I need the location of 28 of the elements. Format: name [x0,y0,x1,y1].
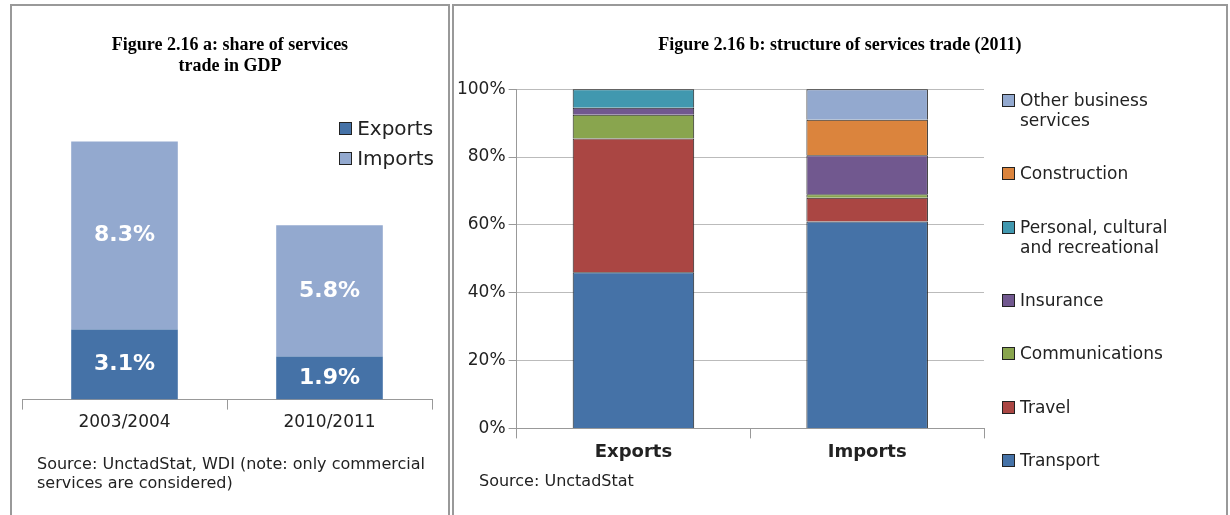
legend-label: Personal, cultural and recreational [1020,216,1169,257]
legend-label: Other business services [1020,90,1149,130]
chart-title: Figure 2.16 b: structure of services trade (2011) [657,34,1023,55]
x-tick-label: 2003/2004 [78,411,171,432]
legend-label: Communications [1020,343,1163,364]
legend-label: Exports [357,116,434,140]
data-label: 8.3% [93,221,156,247]
y-tick-label: 80% [467,145,506,166]
legend-label: Transport [1020,449,1100,470]
data-label: 1.9% [298,363,361,389]
data-label: 5.8% [298,276,361,302]
source-note: Source: UnctadStat [479,471,635,490]
legend-label: Insurance [1020,289,1104,310]
data-label: 3.1% [93,350,156,376]
y-tick-label: 100% [456,77,506,98]
y-tick-label: 20% [467,348,506,369]
legend-label: Travel [1020,396,1071,417]
bar [71,329,178,400]
bar [71,141,178,330]
chart-title: Figure 2.16 a: share of services trade in GDP [110,34,350,76]
bar [276,225,383,357]
y-tick-label: 40% [467,281,506,302]
x-tick-label: 2010/2011 [283,411,376,432]
source-note: Source: UnctadStat, WDI (note: only commercial services are considered) [37,454,426,492]
legend-label: Construction [1020,163,1129,184]
y-tick-label: 60% [467,213,506,234]
legend-label: Imports [357,146,434,170]
y-tick-label: 0% [478,416,506,437]
